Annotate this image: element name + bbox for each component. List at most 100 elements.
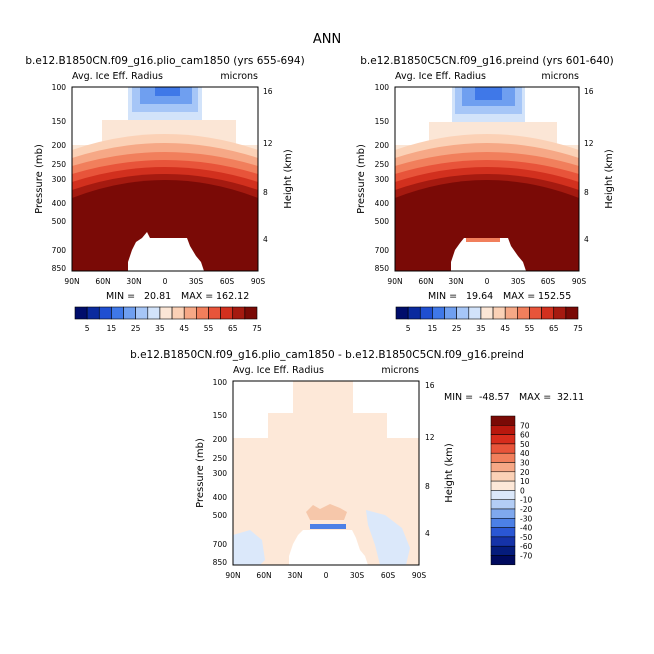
y-right-tick-label: 16: [584, 87, 594, 96]
y-right-tick-label: 16: [425, 381, 435, 390]
x-tick-label: 30S: [511, 277, 526, 286]
panel-3-ylabel-right: Height (km): [444, 443, 455, 503]
x-tick-label: 0: [163, 277, 168, 286]
colorbar-swatch: [490, 555, 516, 566]
x-tick-label: 60N: [256, 571, 271, 580]
panel-1-ylabel-right: Height (km): [283, 149, 294, 209]
colorbar-swatch: [171, 306, 185, 320]
colorbar-swatch: [419, 306, 433, 320]
colorbar-swatch: [490, 443, 516, 454]
colorbar-level-label: 45: [500, 324, 510, 333]
panel-2-layer-midblue: [475, 87, 502, 100]
colorbar-level-label: 15: [428, 324, 438, 333]
colorbar-swatch: [553, 306, 567, 320]
colorbar-level-label: 15: [107, 324, 117, 333]
colorbar-swatch: [490, 527, 516, 538]
x-tick-label: 90N: [387, 277, 402, 286]
colorbar-level-label: -20: [520, 505, 532, 514]
stat-max-value: 32.11: [557, 392, 584, 403]
colorbar-swatch: [565, 306, 579, 320]
x-tick-label: 60S: [541, 277, 556, 286]
y-tick-label: 400: [213, 493, 228, 502]
colorbar-level-label: 30: [520, 459, 530, 468]
panel-2-x-ticks: 90N 60N 30N 0 30S 60S 90S: [387, 277, 586, 286]
y-right-tick-label: 4: [425, 529, 430, 538]
panel-1-plot: [71, 86, 259, 272]
y-right-tick-label: 8: [263, 188, 268, 197]
colorbar-swatch: [490, 462, 516, 473]
colorbar-swatch: [490, 452, 516, 463]
panel-1-layer-midblue: [155, 87, 180, 96]
colorbar-level-label: 75: [252, 324, 262, 333]
x-tick-label: 90N: [64, 277, 79, 286]
panel-3-anomaly-blue-band: [310, 524, 346, 529]
stat-min-label: MIN =: [106, 291, 135, 302]
colorbar-swatch: [123, 306, 136, 320]
colorbar-swatch: [490, 434, 516, 445]
colorbar-level-label: 35: [155, 324, 165, 333]
y-tick-label: 100: [375, 83, 390, 92]
colorbar-swatch: [490, 471, 516, 482]
x-tick-label: 0: [485, 277, 490, 286]
colorbar-level-label: 65: [228, 324, 238, 333]
colorbar-swatch: [244, 306, 258, 320]
stat-max-value: 162.12: [216, 291, 249, 302]
colorbar-level-label: 45: [179, 324, 189, 333]
panel-1-variable-label: Avg. Ice Eff. Radius: [72, 71, 163, 82]
y-right-tick-label: 12: [263, 139, 273, 148]
panel-3-surface-mask: [289, 530, 368, 565]
panel-3-frame: [232, 380, 420, 566]
colorbar-level-label: 55: [525, 324, 535, 333]
panel-2-plot: [394, 86, 580, 272]
colorbar-level-label: 25: [452, 324, 462, 333]
y-right-tick-label: 16: [263, 87, 273, 96]
colorbar-swatch: [432, 306, 445, 320]
panel-1-stats: MIN = 20.81 MAX = 162.12: [106, 291, 249, 302]
colorbar-swatch: [444, 306, 457, 320]
y-right-tick-label: 4: [263, 235, 268, 244]
stat-min-value: -48.57: [479, 392, 510, 403]
colorbar-swatch: [183, 306, 197, 320]
x-tick-label: 60N: [418, 277, 433, 286]
panel-2-frame: [394, 86, 580, 272]
colorbar-swatch: [490, 425, 516, 435]
y-right-tick-label: 8: [425, 482, 430, 491]
y-tick-label: 500: [375, 217, 390, 226]
x-tick-label: 30N: [448, 277, 463, 286]
y-tick-label: 100: [52, 83, 67, 92]
x-tick-label: 90N: [225, 571, 240, 580]
panel-2-y-right-ticks: 16 12 8 4: [584, 87, 594, 244]
panel-3-anomaly-left: [233, 530, 265, 565]
y-tick-label: 850: [375, 264, 390, 273]
colorbar-level-label: 10: [520, 477, 530, 486]
panel-1-y-ticks: 100 150 200 250 300 400 500 700 850: [52, 83, 67, 273]
colorbar-swatch: [468, 306, 482, 320]
y-tick-label: 300: [375, 175, 390, 184]
y-tick-label: 400: [52, 199, 67, 208]
panel-3-plot: [232, 380, 420, 566]
x-tick-label: 30N: [126, 277, 141, 286]
figure-title: ANN: [313, 32, 341, 47]
panel-3-x-ticks: 90N 60N 30N 0 30S 60S 90S: [225, 571, 426, 580]
panel-1-title: b.e12.B1850CN.f09_g16.plio_cam1850 (yrs …: [25, 55, 304, 67]
y-tick-label: 150: [52, 117, 67, 126]
colorbar-level-label: 5: [406, 324, 411, 333]
panel-2-stats: MIN = 19.64 MAX = 152.55: [428, 291, 571, 302]
x-tick-label: 30S: [189, 277, 204, 286]
panel-3-variable-label: Avg. Ice Eff. Radius: [233, 365, 324, 376]
y-tick-label: 150: [375, 117, 390, 126]
colorbar-swatch: [159, 306, 173, 320]
colorbar-level-label: -40: [520, 524, 532, 533]
colorbar-swatch: [490, 545, 516, 556]
panel-1-layer-maroon: [72, 180, 258, 271]
panel-2-ylabel-right: Height (km): [604, 149, 615, 209]
y-tick-label: 850: [213, 558, 228, 567]
x-tick-label: 60S: [220, 277, 235, 286]
x-tick-label: 60S: [381, 571, 396, 580]
panel-2-colorbar: 5 15 25 35 45 55 65 75: [395, 306, 583, 333]
x-tick-label: 90S: [412, 571, 427, 580]
y-right-tick-label: 8: [584, 188, 589, 197]
panel-3-y-ticks: 100 150 200 250 300 400 500 700 850: [213, 378, 228, 567]
x-tick-label: 90S: [572, 277, 587, 286]
colorbar-level-label: 60: [520, 431, 530, 440]
